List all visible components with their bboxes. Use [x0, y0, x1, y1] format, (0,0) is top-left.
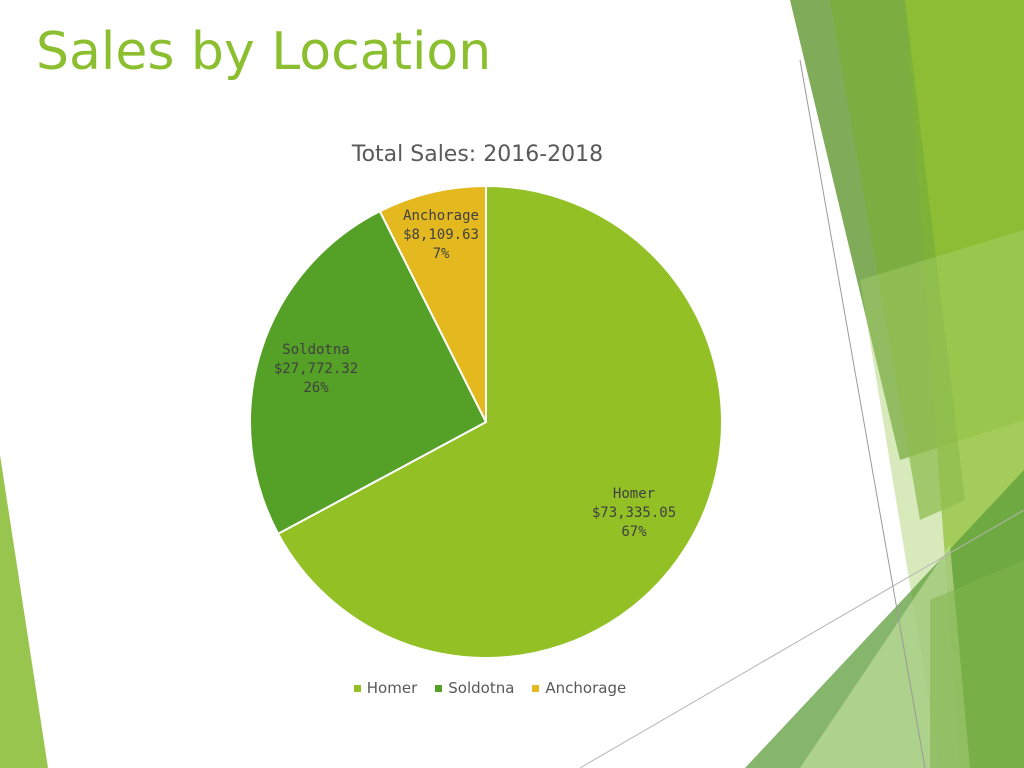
deco-line [799, 59, 926, 768]
deco-line [579, 509, 1024, 768]
legend-label: Soldotna [448, 679, 515, 697]
pie-slice-homer [276, 184, 723, 659]
legend-item-homer: Homer [353, 679, 418, 697]
deco-shape [0, 455, 48, 768]
chart-title: Total Sales: 2016-2018 [351, 142, 604, 167]
pie-slice-anchorage [378, 184, 487, 423]
chart-legend: Homer Soldotna Anchorage [0, 679, 980, 697]
pie-slice-soldotna [249, 209, 488, 536]
data-label-homer: Homer $73,335.05 67% [592, 486, 676, 540]
slide-title: Sales by Location [36, 22, 492, 82]
legend-label: Homer [366, 679, 418, 697]
deco-shape [800, 545, 970, 768]
legend-swatch [353, 684, 361, 692]
legend-label: Anchorage [545, 679, 627, 697]
data-label-anchorage: Anchorage $8,109.63 7% [403, 208, 479, 262]
deco-shape [830, 0, 965, 520]
legend-swatch [435, 684, 443, 692]
legend-item-soldotna: Soldotna [435, 679, 514, 697]
legend-item-anchorage: Anchorage [532, 679, 626, 697]
deco-shape [930, 560, 1024, 768]
legend-swatch [532, 684, 540, 692]
data-label-soldotna: Soldotna $27,772.32 26% [274, 342, 358, 396]
